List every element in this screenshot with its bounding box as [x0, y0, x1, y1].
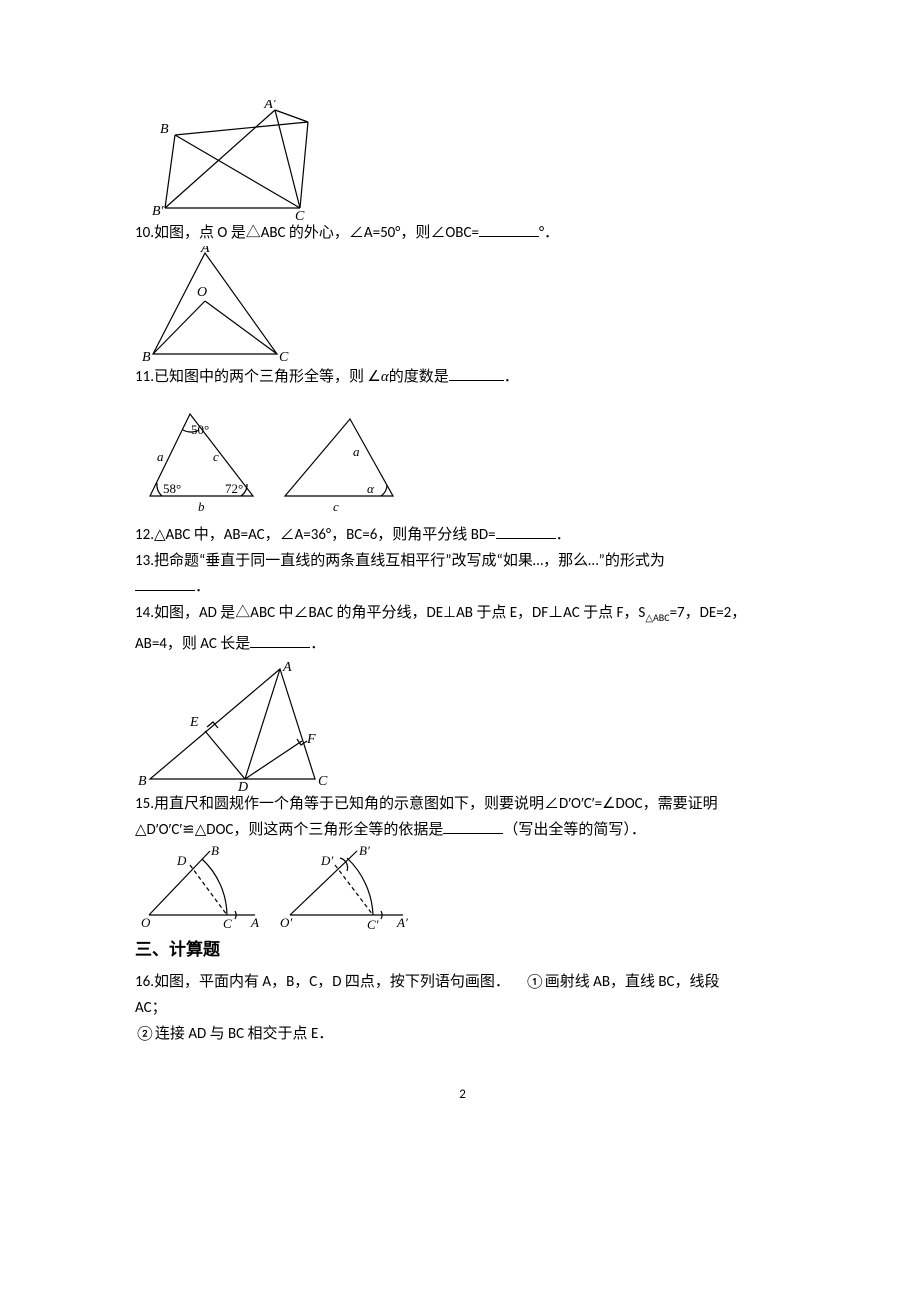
- t1-angle-left: 58°: [163, 481, 181, 496]
- q15-line1: 15.用直尺和圆规作一个角等于已知角的示意图如下，则要说明∠D′O′C′=∠DO…: [135, 791, 790, 817]
- l-C: C: [223, 916, 232, 931]
- q12-a: 12.△ABC 中，AB=AC，∠A=36°，BC=6，则角平分线 BD=: [135, 526, 496, 544]
- l-B: B: [211, 843, 219, 858]
- r-A: A′: [396, 915, 408, 930]
- r-O: O′: [280, 915, 292, 930]
- label-B: B: [142, 350, 151, 364]
- label-D: D: [237, 780, 248, 791]
- r-D: D′: [320, 853, 333, 868]
- label-F: F: [306, 732, 316, 747]
- q13-line1: 13.把命题“垂直于同一直线的两条直线互相平行”改写成“如果…，那么…”的形式为: [135, 548, 790, 574]
- fig-q11: 50° 58° 72° a b c a c α: [135, 396, 400, 516]
- t1-side-c: c: [213, 449, 219, 464]
- label-O: O: [197, 285, 207, 300]
- q16-b: AC；: [135, 999, 167, 1017]
- q14-d: ．: [310, 635, 325, 653]
- t1-angle-right: 72°: [225, 481, 243, 496]
- q11-text-c: ．: [504, 368, 519, 386]
- fig-q10: A B C O: [135, 246, 295, 364]
- fig-q15: O A B C D O′ A′ B′ C′ D′: [135, 843, 415, 931]
- q14-sub: △ABC: [645, 611, 669, 624]
- q14-line1: 14.如图，AD 是△ABC 中∠BAC 的角平分线，DE⊥AB 于点 E，DF…: [135, 600, 790, 631]
- q14-line2: AB=4，则 AC 长是 ．: [135, 631, 790, 657]
- q10-text-a: 10.如图，点 O 是△ABC 的外心，∠A=50°，则∠OBC=: [135, 224, 479, 242]
- q13-a: 13.把命题“垂直于同一直线的两条直线互相平行”改写成“如果…，那么…”的形式为: [135, 552, 665, 570]
- q15-c: （写出全等的简写）．: [503, 821, 646, 839]
- q13-line2: ．: [135, 574, 790, 600]
- label-B: B: [160, 122, 169, 137]
- l-O: O: [141, 915, 151, 930]
- l-D: D: [176, 853, 187, 868]
- l-A: A: [250, 915, 259, 930]
- label-A: A: [200, 246, 210, 256]
- label-C: C: [295, 209, 305, 220]
- q14-b: =7，DE=2，: [670, 604, 747, 622]
- r-C: C′: [367, 917, 379, 931]
- q13-b: ．: [195, 578, 210, 596]
- q16-line3: ②连接 AD 与 BC 相交于点 E．: [135, 1021, 790, 1047]
- q14-c: AB=4，则 AC 长是: [135, 635, 250, 653]
- r-B: B′: [359, 843, 370, 858]
- q14-a: 14.如图，AD 是△ABC 中∠BAC 的角平分线，DE⊥AB 于点 E，DF…: [135, 604, 645, 622]
- page-container: B B′ A A′ C 10.如图，点 O 是△ABC 的外心，∠A=50°，则…: [0, 0, 920, 1162]
- q11-blank: [449, 366, 504, 381]
- t1-angle-top: 50°: [191, 422, 209, 437]
- q13-blank: [135, 576, 195, 591]
- q15-b: △D′O′C′≌△DOC，则这两个三角形全等的依据是: [135, 821, 443, 839]
- t2-alpha: α: [367, 481, 375, 496]
- t1-side-b: b: [198, 499, 205, 514]
- t1-side-a: a: [157, 449, 164, 464]
- q11-text-b: 的度数是: [389, 368, 449, 386]
- t2-side-c: c: [333, 499, 339, 514]
- q11-line: 11.已知图中的两个三角形全等，则 ∠α的度数是 ．: [135, 364, 790, 390]
- label-C: C: [279, 350, 289, 364]
- q15-line2: △D′O′C′≌△DOC，则这两个三角形全等的依据是 （写出全等的简写）．: [135, 817, 790, 843]
- label-A: A: [282, 661, 292, 675]
- label-C: C: [318, 774, 328, 789]
- fig-q9: B B′ A A′ C: [135, 100, 310, 220]
- label-Ap: A′: [263, 100, 277, 112]
- q12-b: ．: [556, 526, 571, 544]
- q16-line2: AC；: [135, 995, 790, 1021]
- q12-blank: [496, 524, 556, 539]
- t2-side-a: a: [353, 444, 360, 459]
- q10-line: 10.如图，点 O 是△ABC 的外心，∠A=50°，则∠OBC= °．: [135, 220, 790, 246]
- fig-q14: A B C D E F: [135, 661, 335, 791]
- q10-text-b: °．: [539, 224, 559, 242]
- q15-blank: [443, 819, 503, 834]
- q11-angle-alpha-img: ∠α: [367, 369, 388, 385]
- q12-line: 12.△ABC 中，AB=AC，∠A=36°，BC=6，则角平分线 BD= ．: [135, 522, 790, 548]
- q10-blank: [479, 222, 539, 237]
- label-B: B: [138, 774, 147, 789]
- page-number: 2: [135, 1087, 790, 1102]
- section-3-heading: 三、计算题: [135, 937, 790, 963]
- q15-a: 15.用直尺和圆规作一个角等于已知角的示意图如下，则要说明∠D′O′C′=∠DO…: [135, 795, 718, 813]
- q16-line1: 16.如图，平面内有 A，B，C，D 四点，按下列语句画图． ①画射线 AB，直…: [135, 969, 790, 995]
- q16-a: 16.如图，平面内有 A，B，C，D 四点，按下列语句画图． ①画射线 AB，直…: [135, 973, 720, 991]
- q16-c: ②连接 AD 与 BC 相交于点 E．: [135, 1025, 333, 1043]
- q11-text-a: 11.已知图中的两个三角形全等，则: [135, 368, 367, 386]
- label-Bp: B′: [152, 204, 165, 219]
- label-E: E: [189, 715, 199, 730]
- q14-blank: [250, 633, 310, 648]
